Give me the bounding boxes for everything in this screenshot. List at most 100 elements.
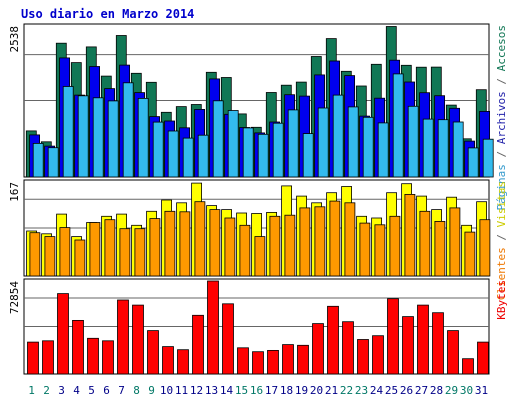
bar-visits-clientes-day12 xyxy=(194,201,206,277)
legend-entry-traffic-1: / xyxy=(495,144,508,164)
bar-visits-clientes-day26 xyxy=(404,193,416,277)
bar-visits-clientes-day8 xyxy=(134,228,146,277)
bar-visits-clientes-day13 xyxy=(209,209,221,277)
day-label-15: 15 xyxy=(235,384,248,397)
bar-traffic-pginas-day14 xyxy=(227,110,239,178)
legend-entry-visits-2: Visitas xyxy=(495,181,508,227)
legend-entry-traffic-3: / xyxy=(495,71,508,91)
bar-kbytes-kbytes-day25 xyxy=(387,298,399,375)
bar-traffic-pginas-day6 xyxy=(107,100,119,178)
bar-kbytes-kbytes-day12 xyxy=(192,314,204,375)
bar-visits-clientes-day14 xyxy=(224,217,236,277)
bar-traffic-pginas-day19 xyxy=(302,133,314,178)
day-label-5: 5 xyxy=(88,384,95,397)
legend-entry-traffic-4: Accesos xyxy=(495,25,508,71)
bar-traffic-pginas-day9 xyxy=(152,121,164,178)
bar-kbytes-kbytes-day1 xyxy=(27,341,39,375)
day-label-20: 20 xyxy=(310,384,323,397)
bar-visits-clientes-day31 xyxy=(479,219,491,277)
bar-visits-clientes-day18 xyxy=(284,214,296,277)
bar-visits-clientes-day30 xyxy=(464,231,476,277)
bar-traffic-pginas-day3 xyxy=(62,86,74,178)
bar-kbytes-kbytes-day4 xyxy=(72,319,84,375)
bar-traffic-pginas-day16 xyxy=(257,133,269,178)
day-label-29: 29 xyxy=(445,384,458,397)
day-label-21: 21 xyxy=(325,384,338,397)
day-label-9: 9 xyxy=(148,384,155,397)
chart-title: Uso diario en Marzo 2014 xyxy=(21,7,194,21)
panel-legend-traffic: Páginas / Archivos / Accesos xyxy=(495,25,508,210)
bar-traffic-pginas-day2 xyxy=(47,147,59,178)
bar-kbytes-kbytes-day29 xyxy=(447,330,459,375)
bar-kbytes-kbytes-day24 xyxy=(372,335,384,375)
bar-visits-clientes-day1 xyxy=(29,232,41,277)
panel-max-label-kbytes: 72854 xyxy=(8,281,21,314)
panel-max-label-traffic: 2538 xyxy=(8,26,21,53)
bar-visits-clientes-day29 xyxy=(449,207,461,277)
bar-kbytes-kbytes-day18 xyxy=(282,344,294,375)
legend-entry-visits-0: Clientes xyxy=(495,247,508,300)
bar-visits-clientes-day9 xyxy=(149,218,161,277)
bar-visits-clientes-day25 xyxy=(389,215,401,277)
bar-kbytes-kbytes-day26 xyxy=(402,316,414,375)
day-label-24: 24 xyxy=(370,384,384,397)
bar-kbytes-kbytes-day17 xyxy=(267,349,279,375)
day-label-13: 13 xyxy=(205,384,218,397)
bar-visits-clientes-day5 xyxy=(89,222,101,277)
bar-traffic-pginas-day13 xyxy=(212,100,224,178)
day-label-16: 16 xyxy=(250,384,263,397)
bar-kbytes-kbytes-day13 xyxy=(207,280,219,375)
bar-kbytes-kbytes-day28 xyxy=(432,312,444,375)
bar-kbytes-kbytes-day11 xyxy=(177,349,189,375)
panel-legend-kbytes: KBytes xyxy=(495,280,508,320)
day-label-31: 31 xyxy=(475,384,488,397)
bar-traffic-pginas-day30 xyxy=(467,147,479,178)
bar-visits-clientes-day28 xyxy=(434,220,446,277)
day-label-28: 28 xyxy=(430,384,443,397)
bar-kbytes-kbytes-day31 xyxy=(477,341,489,375)
bar-visits-clientes-day24 xyxy=(374,224,386,277)
bar-visits-clientes-day11 xyxy=(179,211,191,277)
bar-visits-clientes-day16 xyxy=(254,236,266,277)
bar-visits-clientes-day10 xyxy=(164,210,176,277)
bar-kbytes-kbytes-day7 xyxy=(117,299,129,375)
bar-traffic-pginas-day26 xyxy=(407,105,419,178)
bar-visits-clientes-day7 xyxy=(119,228,131,277)
day-label-19: 19 xyxy=(295,384,308,397)
bar-visits-clientes-day3 xyxy=(59,227,71,277)
bar-traffic-pginas-day20 xyxy=(317,107,329,178)
day-label-23: 23 xyxy=(355,384,368,397)
legend-entry-kbytes-0: KBytes xyxy=(495,280,508,320)
bar-traffic-pginas-day7 xyxy=(122,82,134,178)
bar-visits-clientes-day22 xyxy=(344,202,356,277)
bar-traffic-pginas-day23 xyxy=(362,116,374,178)
legend-entry-traffic-0: Páginas xyxy=(495,164,508,210)
panel-max-label-visits: 167 xyxy=(8,182,21,202)
bar-traffic-pginas-day29 xyxy=(452,121,464,178)
bar-kbytes-kbytes-day30 xyxy=(462,358,474,375)
day-label-17: 17 xyxy=(265,384,278,397)
day-label-10: 10 xyxy=(160,384,173,397)
day-label-3: 3 xyxy=(58,384,65,397)
bar-traffic-pginas-day12 xyxy=(197,134,209,178)
bar-visits-clientes-day19 xyxy=(299,207,311,277)
day-label-2: 2 xyxy=(43,384,50,397)
bar-traffic-pginas-day5 xyxy=(92,97,104,178)
day-label-22: 22 xyxy=(340,384,353,397)
day-label-1: 1 xyxy=(28,384,35,397)
bar-traffic-pginas-day21 xyxy=(332,94,344,178)
bar-visits-clientes-day2 xyxy=(44,236,56,277)
bar-visits-clientes-day21 xyxy=(329,200,341,277)
bar-traffic-pginas-day10 xyxy=(167,130,179,178)
bar-kbytes-kbytes-day3 xyxy=(57,293,69,375)
bar-visits-clientes-day17 xyxy=(269,215,281,277)
legend-entry-visits-1: / xyxy=(495,227,508,247)
bar-traffic-pginas-day31 xyxy=(482,138,494,178)
bar-traffic-pginas-day8 xyxy=(137,98,149,178)
bar-kbytes-kbytes-day5 xyxy=(87,337,99,375)
bar-visits-clientes-day20 xyxy=(314,206,326,277)
bar-kbytes-kbytes-day27 xyxy=(417,304,429,375)
bar-kbytes-kbytes-day15 xyxy=(237,347,249,375)
bar-traffic-pginas-day17 xyxy=(272,122,284,178)
